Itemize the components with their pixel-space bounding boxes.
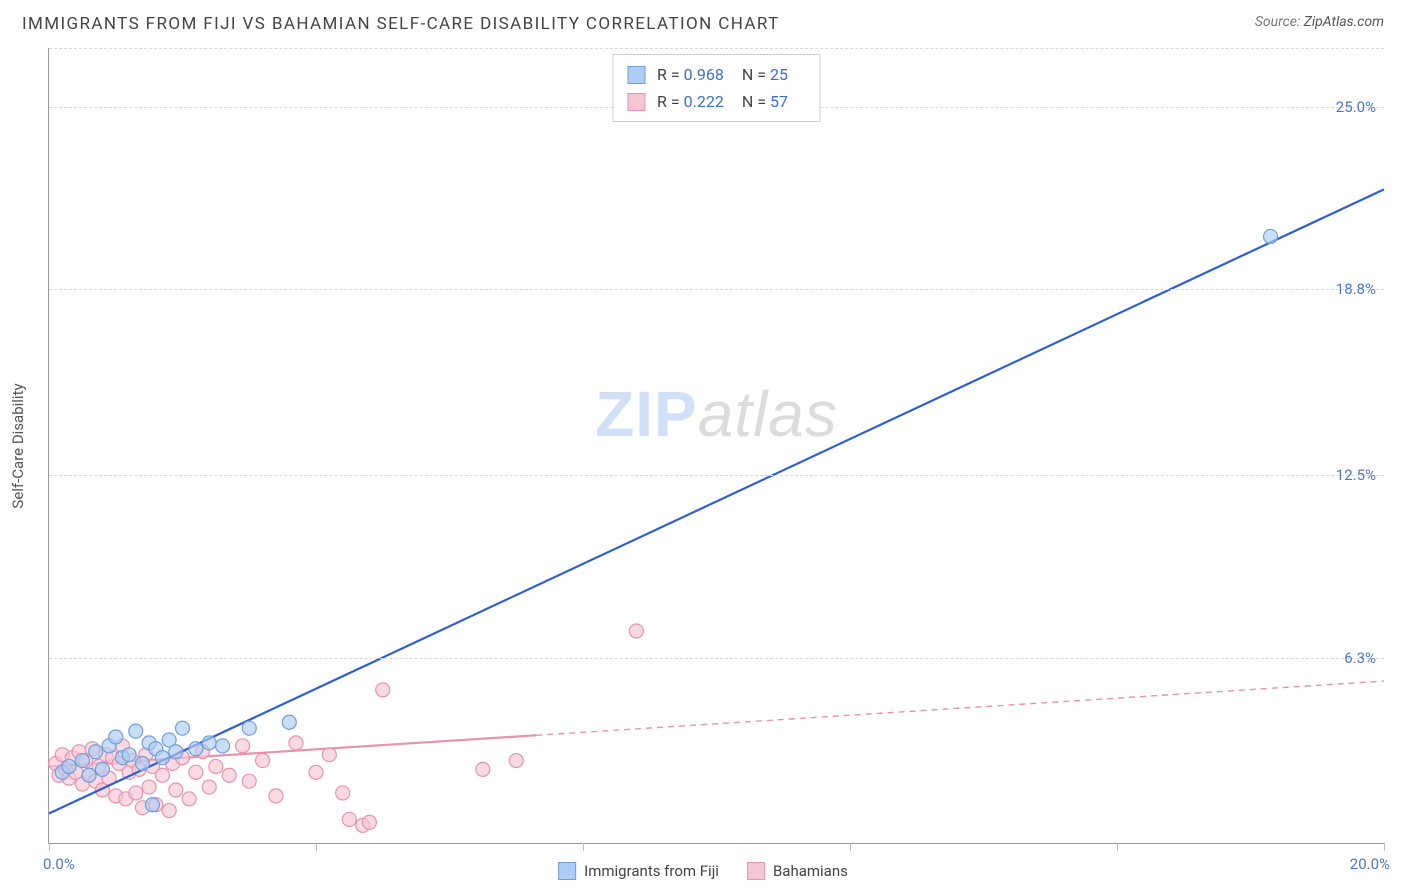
- stats-legend: R =0.968 N =25 R =0.222 N =57: [612, 54, 821, 122]
- series-legend: Immigrants from Fiji Bahamians: [558, 862, 848, 880]
- stats-row-fiji: R =0.968 N =25: [627, 61, 806, 88]
- source-attribution: Source: ZipAtlas.com: [1255, 14, 1384, 30]
- y-tick-label: 25.0%: [1312, 98, 1376, 116]
- swatch-bahamians: [627, 93, 645, 111]
- r-label: R =: [657, 65, 680, 84]
- swatch-fiji: [627, 66, 645, 84]
- n-label: N =: [742, 65, 766, 84]
- r-label-2: R =: [657, 92, 680, 111]
- legend-item-fiji: Immigrants from Fiji: [558, 862, 719, 880]
- source-name: ZipAtlas.com: [1304, 14, 1384, 30]
- n-value-fiji: 25: [770, 65, 788, 84]
- n-label-2: N =: [742, 92, 766, 111]
- y-tick-label: 18.8%: [1312, 280, 1376, 298]
- y-tick-label: 12.5%: [1312, 466, 1376, 484]
- r-value-fiji: 0.968: [684, 65, 724, 84]
- legend-item-bahamians: Bahamians: [747, 862, 848, 880]
- stats-row-bahamians: R =0.222 N =57: [627, 88, 806, 115]
- x-axis-max-label: 20.0%: [1350, 855, 1390, 873]
- chart-area: ZIPatlas R =0.968N =25 R =0.222N =57 0.0…: [48, 48, 1384, 844]
- legend-label-fiji: Immigrants from Fiji: [584, 862, 719, 880]
- header: IMMIGRANTS FROM FIJI VS BAHAMIAN SELF-CA…: [0, 0, 1406, 40]
- plot-svg: [49, 48, 1384, 843]
- legend-swatch-fiji: [558, 862, 576, 880]
- n-value-bahamians: 57: [770, 92, 788, 111]
- legend-swatch-bahamians: [747, 862, 765, 880]
- y-tick-label: 6.3%: [1312, 649, 1376, 667]
- r-value-bahamians: 0.222: [684, 92, 724, 111]
- plot-canvas: ZIPatlas R =0.968N =25 R =0.222N =57 0.0…: [48, 48, 1384, 844]
- chart-title: IMMIGRANTS FROM FIJI VS BAHAMIAN SELF-CA…: [22, 14, 780, 34]
- source-prefix: Source:: [1255, 14, 1300, 30]
- x-axis-min-label: 0.0%: [43, 855, 75, 873]
- legend-label-bahamians: Bahamians: [773, 862, 848, 880]
- y-axis-title: Self-Care Disability: [9, 383, 27, 508]
